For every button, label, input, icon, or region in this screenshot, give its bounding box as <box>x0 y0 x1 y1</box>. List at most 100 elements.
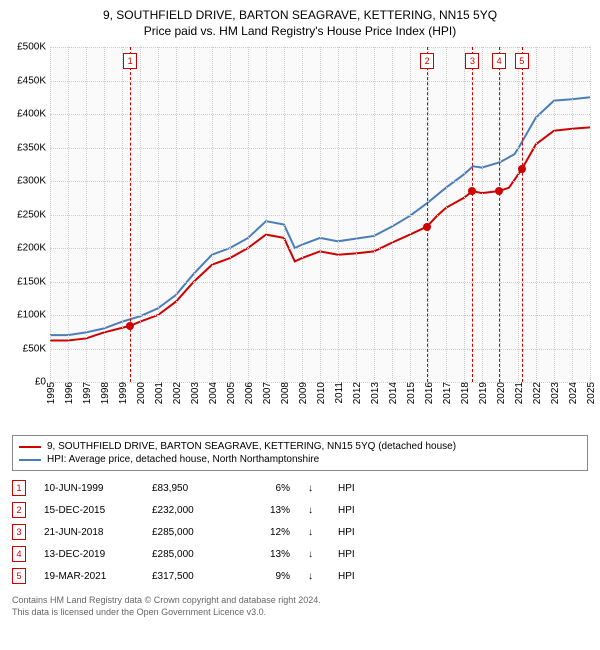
legend-label: 9, SOUTHFIELD DRIVE, BARTON SEAGRAVE, KE… <box>47 441 456 452</box>
ytick-label: £250K <box>17 209 46 220</box>
tx-hpi: HPI <box>338 549 368 560</box>
tx-date: 21-JUN-2018 <box>44 527 134 538</box>
gridline-v <box>536 47 537 382</box>
tx-vline <box>499 47 500 382</box>
xtick-label: 2010 <box>316 382 327 404</box>
tx-price: £232,000 <box>152 505 232 516</box>
xtick-label: 2023 <box>550 382 561 404</box>
tx-hpi: HPI <box>338 483 368 494</box>
ytick-label: £200K <box>17 243 46 254</box>
tx-row: 110-JUN-1999£83,9506%↓HPI <box>12 477 588 499</box>
gridline-v <box>248 47 249 382</box>
xtick-label: 2008 <box>280 382 291 404</box>
tx-row: 519-MAR-2021£317,5009%↓HPI <box>12 565 588 587</box>
tx-date: 13-DEC-2019 <box>44 549 134 560</box>
xtick-label: 2000 <box>136 382 147 404</box>
xtick-label: 2018 <box>460 382 471 404</box>
gridline-v <box>446 47 447 382</box>
legend-swatch <box>19 459 41 461</box>
footer-line2: This data is licensed under the Open Gov… <box>12 607 588 619</box>
gridline-v <box>320 47 321 382</box>
legend-row: HPI: Average price, detached house, Nort… <box>19 453 581 466</box>
xtick-label: 2016 <box>424 382 435 404</box>
tx-vline <box>130 47 131 382</box>
tx-marker-4: 4 <box>492 53 506 69</box>
xtick-label: 1999 <box>118 382 129 404</box>
gridline-v <box>392 47 393 382</box>
gridline-v <box>68 47 69 382</box>
gridline-v <box>500 47 501 382</box>
tx-pct: 13% <box>250 505 290 516</box>
xtick-label: 2004 <box>208 382 219 404</box>
xtick-label: 1995 <box>46 382 57 404</box>
tx-hpi: HPI <box>338 527 368 538</box>
gridline-v <box>266 47 267 382</box>
xtick-label: 2007 <box>262 382 273 404</box>
tx-hpi: HPI <box>338 505 368 516</box>
down-arrow-icon: ↓ <box>308 527 320 538</box>
xtick-label: 1997 <box>82 382 93 404</box>
title-sub: Price paid vs. HM Land Registry's House … <box>0 24 600 38</box>
tx-num: 5 <box>12 568 26 584</box>
gridline-v <box>338 47 339 382</box>
gridline-v <box>428 47 429 382</box>
ytick-label: £50K <box>23 343 46 354</box>
tx-dot-3 <box>468 187 476 195</box>
tx-vline <box>427 47 428 382</box>
gridline-v <box>230 47 231 382</box>
tx-num: 4 <box>12 546 26 562</box>
gridline-v <box>284 47 285 382</box>
legend: 9, SOUTHFIELD DRIVE, BARTON SEAGRAVE, KE… <box>12 435 588 471</box>
tx-num: 3 <box>12 524 26 540</box>
tx-num: 2 <box>12 502 26 518</box>
gridline-v <box>50 47 51 382</box>
gridline-v <box>356 47 357 382</box>
gridline-v <box>410 47 411 382</box>
xtick-label: 2002 <box>172 382 183 404</box>
gridline-v <box>122 47 123 382</box>
xtick-label: 2001 <box>154 382 165 404</box>
tx-pct: 13% <box>250 549 290 560</box>
tx-row: 321-JUN-2018£285,00012%↓HPI <box>12 521 588 543</box>
chart-area: £0£50K£100K£150K£200K£250K£300K£350K£400… <box>50 47 590 407</box>
down-arrow-icon: ↓ <box>308 483 320 494</box>
legend-label: HPI: Average price, detached house, Nort… <box>47 454 319 465</box>
gridline-v <box>464 47 465 382</box>
title-block: 9, SOUTHFIELD DRIVE, BARTON SEAGRAVE, KE… <box>0 0 600 42</box>
gridline-v <box>590 47 591 382</box>
down-arrow-icon: ↓ <box>308 549 320 560</box>
ytick-label: £350K <box>17 142 46 153</box>
xtick-label: 2025 <box>586 382 597 404</box>
ytick-label: £100K <box>17 310 46 321</box>
xtick-label: 1998 <box>100 382 111 404</box>
footer-line1: Contains HM Land Registry data © Crown c… <box>12 595 588 607</box>
gridline-v <box>104 47 105 382</box>
xtick-label: 2012 <box>352 382 363 404</box>
xtick-label: 2014 <box>388 382 399 404</box>
ytick-label: £500K <box>17 42 46 53</box>
xtick-label: 2009 <box>298 382 309 404</box>
tx-price: £285,000 <box>152 527 232 538</box>
tx-marker-2: 2 <box>420 53 434 69</box>
tx-row: 413-DEC-2019£285,00013%↓HPI <box>12 543 588 565</box>
tx-row: 215-DEC-2015£232,00013%↓HPI <box>12 499 588 521</box>
xtick-label: 2019 <box>478 382 489 404</box>
gridline-v <box>302 47 303 382</box>
xtick-label: 2020 <box>496 382 507 404</box>
tx-marker-1: 1 <box>123 53 137 69</box>
xtick-label: 2022 <box>532 382 543 404</box>
tx-date: 10-JUN-1999 <box>44 483 134 494</box>
footer: Contains HM Land Registry data © Crown c… <box>12 595 588 618</box>
xtick-label: 2006 <box>244 382 255 404</box>
title-main: 9, SOUTHFIELD DRIVE, BARTON SEAGRAVE, KE… <box>0 8 600 22</box>
gridline-v <box>194 47 195 382</box>
plot-region: £0£50K£100K£150K£200K£250K£300K£350K£400… <box>50 47 590 382</box>
tx-num: 1 <box>12 480 26 496</box>
xtick-label: 2015 <box>406 382 417 404</box>
gridline-v <box>140 47 141 382</box>
down-arrow-icon: ↓ <box>308 571 320 582</box>
transactions-table: 110-JUN-1999£83,9506%↓HPI215-DEC-2015£23… <box>12 477 588 587</box>
xtick-label: 2005 <box>226 382 237 404</box>
tx-vline <box>522 47 523 382</box>
tx-marker-3: 3 <box>465 53 479 69</box>
